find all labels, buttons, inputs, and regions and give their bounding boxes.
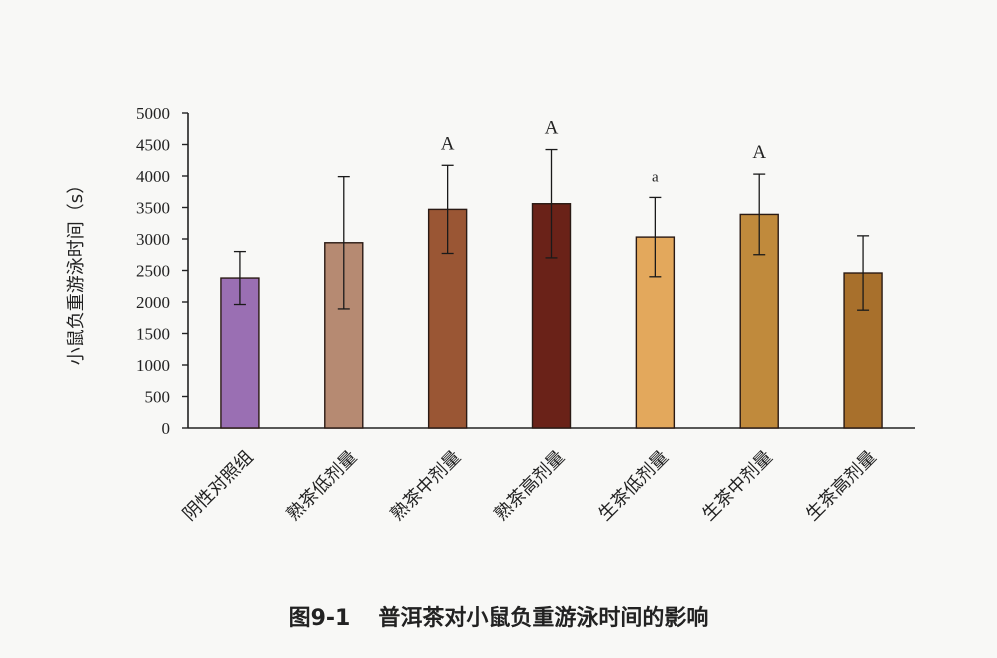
- x-category-label: 熟茶低剂量: [283, 447, 361, 525]
- x-category-label: 生茶低剂量: [594, 447, 672, 525]
- y-tick-label: 1500: [136, 325, 170, 344]
- significance-label: A: [752, 142, 766, 163]
- bars: [220, 148, 883, 429]
- figure-number: 图9-1: [288, 606, 351, 631]
- y-tick-label: 5000: [136, 104, 170, 123]
- axes: 0 500 1000 1500 2000 2500 3000 3500 4000 4500 5000…: [66, 104, 915, 438]
- y-tick-label: 3000: [136, 230, 170, 249]
- significance-label: A: [545, 118, 559, 139]
- y-tick-label: 3500: [136, 199, 170, 218]
- y-tick-label: 0: [162, 419, 171, 438]
- significance-label: A: [441, 133, 455, 154]
- y-axis-title: 小鼠负重游泳时间（s）: [66, 176, 87, 365]
- figure-caption: 图9-1 普洱茶对小鼠负重游泳时间的影响: [0, 600, 997, 632]
- x-category-label: 熟茶高剂量: [491, 447, 569, 525]
- y-tick-label: 2500: [136, 262, 170, 281]
- x-category-label: 熟茶中剂量: [387, 447, 465, 525]
- y-tick-label: 4500: [136, 136, 170, 155]
- figure-title: 普洱茶对小鼠负重游泳时间的影响: [378, 606, 709, 631]
- x-category-label: 生茶中剂量: [698, 447, 776, 525]
- y-tick-label: 1000: [136, 356, 170, 375]
- x-category-label: 阴性对照组: [179, 447, 257, 525]
- bar: [220, 277, 260, 429]
- significance-label: a: [652, 169, 659, 185]
- y-tick-label: 4000: [136, 167, 170, 186]
- y-tick-label: 2000: [136, 293, 170, 312]
- y-tick-label: 500: [145, 388, 171, 407]
- x-category-label: 生茶高剂量: [802, 447, 880, 525]
